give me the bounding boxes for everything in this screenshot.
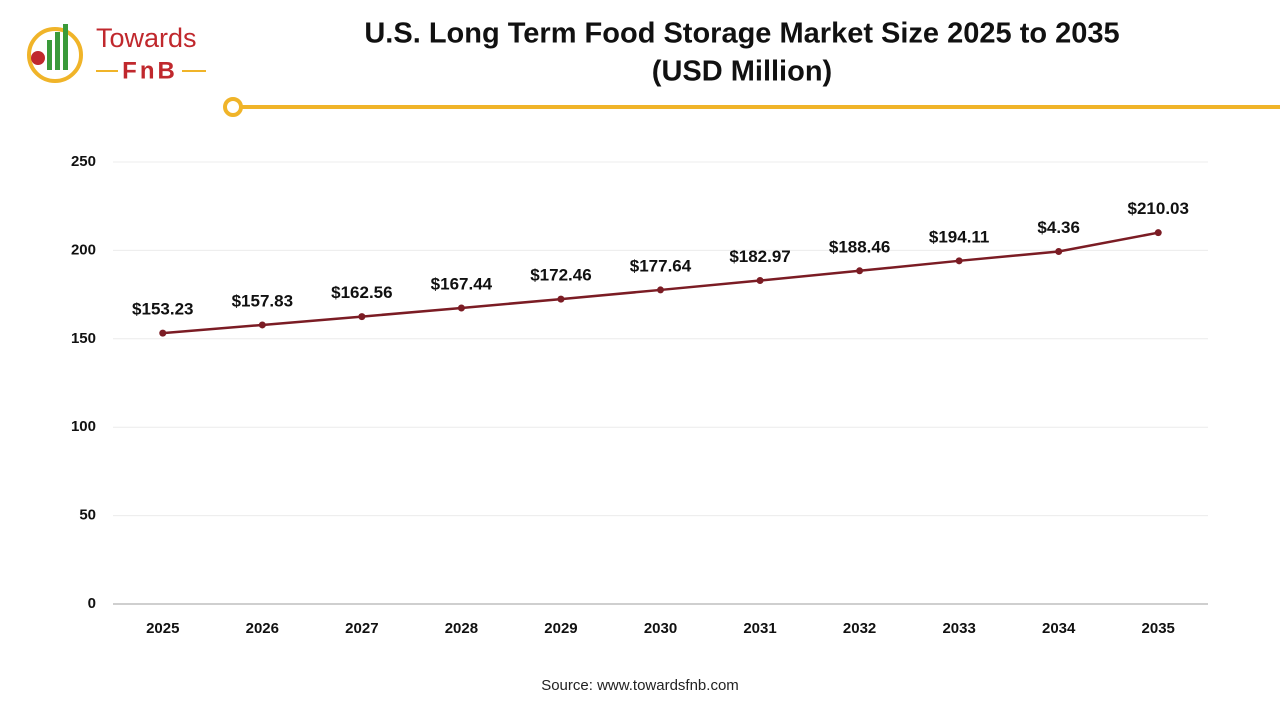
logo: Towards FnB xyxy=(27,23,206,84)
y-tick-label: 0 xyxy=(88,595,96,612)
x-tick-label: 2032 xyxy=(843,620,876,637)
marker xyxy=(457,304,465,312)
x-tick-label: 2025 xyxy=(146,620,179,637)
header-rule-dot xyxy=(223,97,243,117)
marker xyxy=(1154,229,1162,237)
marker xyxy=(557,295,565,303)
data-label: $162.56 xyxy=(331,283,392,302)
chart-title: U.S. Long Term Food Storage Market Size … xyxy=(364,18,1119,50)
marker xyxy=(856,267,864,275)
x-tick-label: 2031 xyxy=(743,620,776,637)
source: Source: www.towardsfnb.com xyxy=(541,677,739,694)
x-tick-label: 2033 xyxy=(942,620,975,637)
data-label: $157.83 xyxy=(232,291,293,310)
logo-dot xyxy=(31,51,45,65)
logo-bar xyxy=(63,24,68,70)
marker xyxy=(1055,248,1063,256)
data-label: $153.23 xyxy=(132,300,193,319)
data-label: $172.46 xyxy=(530,266,591,285)
x-tick-label: 2028 xyxy=(445,620,478,637)
x-tick-label: 2026 xyxy=(246,620,279,637)
data-label: $167.44 xyxy=(431,274,493,293)
data-label: $188.46 xyxy=(829,237,890,256)
logo-bar xyxy=(47,40,52,70)
data-label: $4.36 xyxy=(1037,218,1080,237)
marker xyxy=(955,257,963,265)
data-label: $194.11 xyxy=(929,227,990,246)
y-tick-label: 250 xyxy=(71,153,96,170)
data-label: $177.64 xyxy=(630,256,692,275)
y-tick-label: 100 xyxy=(71,418,96,435)
marker xyxy=(756,277,764,285)
logo-text: FnB xyxy=(122,57,178,84)
logo-text: Towards xyxy=(96,23,197,53)
x-tick-label: 2034 xyxy=(1042,620,1076,637)
y-tick-label: 200 xyxy=(71,241,96,258)
y-tick-label: 50 xyxy=(79,507,96,524)
y-tick-label: 150 xyxy=(71,330,96,347)
x-tick-label: 2029 xyxy=(544,620,577,637)
marker xyxy=(657,286,664,294)
marker xyxy=(159,329,167,337)
x-tick-label: 2035 xyxy=(1142,620,1175,637)
marker xyxy=(258,321,266,329)
x-tick-label: 2027 xyxy=(345,620,378,637)
chart-subtitle: (USD Million) xyxy=(652,56,832,88)
data-label: $210.03 xyxy=(1128,199,1189,218)
marker xyxy=(358,313,366,321)
logo-bar xyxy=(55,32,60,70)
x-tick-label: 2030 xyxy=(644,620,677,637)
data-label: $182.97 xyxy=(729,247,790,266)
logo-ring xyxy=(27,27,83,83)
